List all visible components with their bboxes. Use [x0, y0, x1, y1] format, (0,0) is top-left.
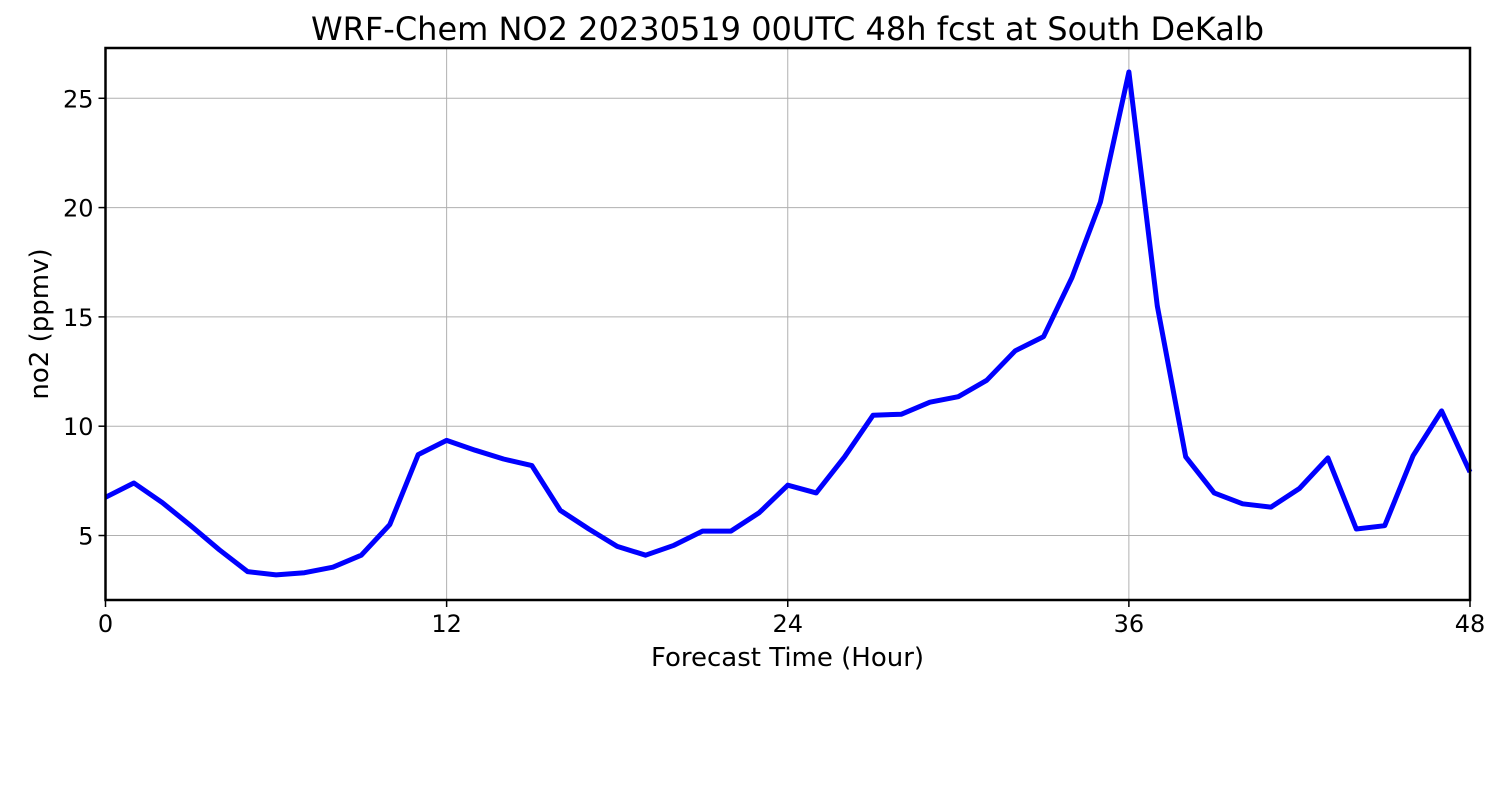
x-tick-label: 24	[772, 610, 803, 638]
chart-title: WRF-Chem NO2 20230519 00UTC 48h fcst at …	[311, 10, 1264, 48]
x-axis-label: Forecast Time (Hour)	[651, 643, 924, 673]
y-axis-label: no2 (ppmv)	[25, 248, 55, 399]
data-series	[104, 69, 1473, 578]
x-tick-label: 48	[1455, 610, 1486, 638]
y-tick-label: 10	[63, 413, 94, 441]
y-tick-label: 25	[63, 85, 94, 113]
x-tick-label: 12	[431, 610, 462, 638]
axis-ticks: 0 12 24 36 48 5 10 15 20 25	[63, 85, 1485, 638]
grid-lines	[105, 48, 1471, 600]
x-tick-label: 0	[98, 610, 113, 638]
y-tick-label: 5	[78, 523, 93, 551]
x-tick-label: 36	[1114, 610, 1145, 638]
y-tick-label: 15	[63, 304, 94, 332]
no2-series-line	[104, 69, 1473, 578]
y-tick-label: 20	[63, 195, 94, 223]
